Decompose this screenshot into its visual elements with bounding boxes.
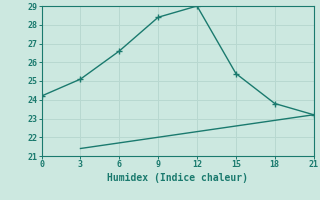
- X-axis label: Humidex (Indice chaleur): Humidex (Indice chaleur): [107, 173, 248, 183]
